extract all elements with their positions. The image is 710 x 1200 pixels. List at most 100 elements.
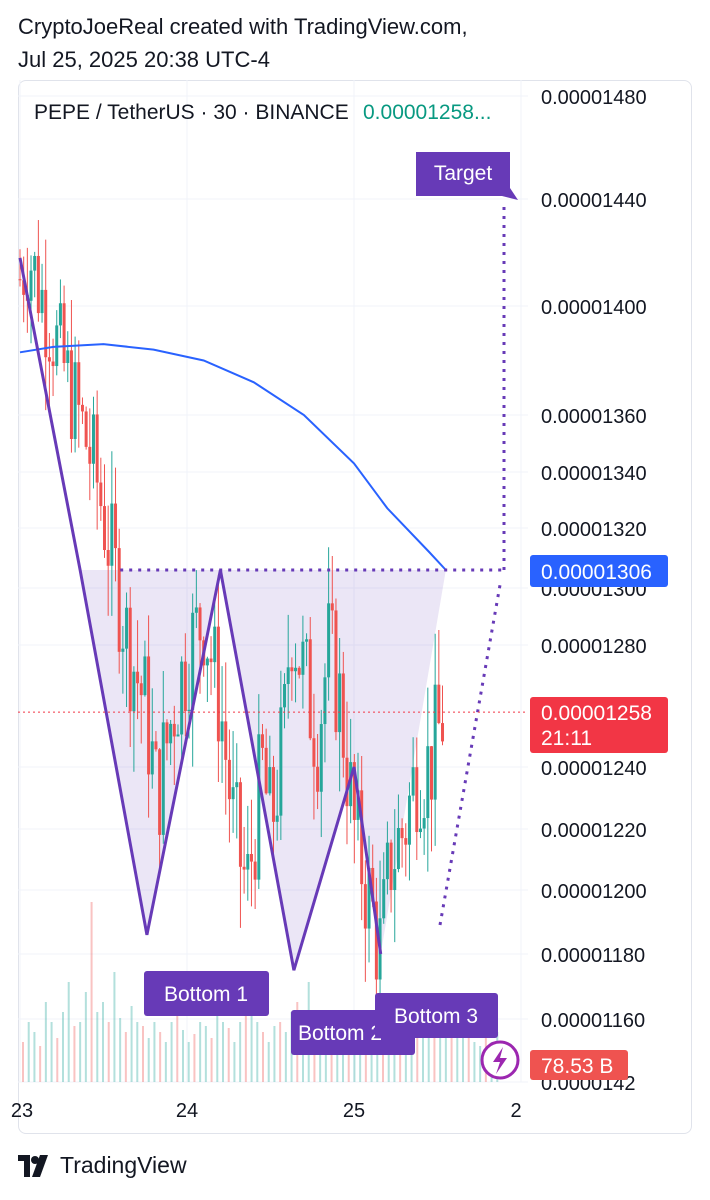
countdown-label: 21:11 (541, 727, 592, 750)
candle-body (264, 747, 268, 794)
candle-body (260, 734, 264, 748)
volume-bar (239, 1022, 242, 1082)
candle-body (150, 741, 154, 775)
volume-bar (267, 1042, 270, 1082)
last-price-label: 0.00001258 (541, 702, 652, 725)
candle-body (176, 734, 180, 737)
y-tick-label: 0.00001240 (541, 758, 647, 780)
candle-body (433, 684, 437, 800)
candle-body (275, 815, 279, 822)
volume-bar (233, 1042, 236, 1082)
x-tick-label: 24 (176, 1100, 198, 1122)
candle-body (88, 446, 92, 464)
volume-bar (473, 1042, 476, 1082)
volume-bar (187, 1042, 190, 1082)
candle-body (139, 683, 143, 696)
candle-body (73, 362, 77, 439)
grid-lines (18, 80, 528, 1083)
candle-body (114, 503, 118, 549)
volume-bar (147, 1038, 150, 1082)
volume-bar (262, 1032, 264, 1082)
volume-bar (222, 1022, 224, 1082)
candle-body (18, 279, 22, 281)
tradingview-watermark: TradingView (18, 1152, 187, 1179)
y-tick-label: 0.00001340 (541, 463, 647, 485)
candle-body (132, 671, 136, 712)
candle-body (227, 759, 231, 800)
candle-body (103, 506, 107, 550)
volume-bar (336, 1032, 339, 1082)
candle-body (249, 854, 253, 862)
candle-body (404, 838, 408, 845)
volume-bar (170, 1022, 173, 1082)
candle-body (272, 767, 276, 822)
candle-body (349, 762, 353, 807)
bottom1-callout: Bottom 1 (144, 971, 269, 1016)
y-tick-label: 0.00001320 (541, 519, 647, 541)
bottom1-label: Bottom 1 (164, 983, 248, 1006)
volume-bar (153, 1022, 156, 1082)
x-axis: 23 24 25 2 (11, 1100, 522, 1122)
x-tick-label: 25 (343, 1100, 365, 1122)
y-tick-label: 0.00001220 (541, 820, 647, 842)
volume-bar (410, 1032, 413, 1082)
candle-body (371, 867, 375, 902)
candle-body (297, 667, 301, 675)
publish-date: Jul 25, 2025 20:38 UTC-4 (18, 47, 270, 72)
candle-body (242, 866, 246, 870)
candle-body (323, 677, 327, 725)
publisher-line: CryptoJoeReal created with TradingView.c… (18, 14, 468, 39)
volume-bar (193, 1034, 196, 1082)
volume-bar (119, 1018, 122, 1082)
volume-bar (387, 1042, 390, 1082)
candle-body (117, 548, 121, 652)
candle-body (58, 303, 62, 326)
x-tick-label: 23 (11, 1100, 33, 1122)
chart-frame (18, 80, 692, 1134)
volume-bar (33, 1032, 36, 1082)
volume-bar (27, 1022, 30, 1082)
volume-bar (124, 1032, 127, 1082)
candle-body (411, 767, 415, 796)
breakout-projection (438, 584, 502, 926)
candle-body (77, 362, 81, 405)
volume-bar (273, 1026, 276, 1082)
volume-bar (393, 1038, 396, 1082)
candle-body (279, 707, 283, 816)
volume-bar (67, 982, 70, 1082)
candle-body (257, 734, 261, 880)
candle-body (84, 411, 88, 447)
candle-body (437, 684, 441, 724)
volume-bar (467, 1038, 470, 1082)
candle-body (352, 762, 356, 820)
bottom3-label: Bottom 3 (394, 1005, 478, 1028)
volume-bar (102, 1002, 104, 1082)
candle-body (125, 607, 129, 649)
candle-body (172, 723, 176, 737)
volume-bar (450, 1022, 453, 1082)
candle-body (382, 879, 386, 919)
volume-bar (216, 1012, 219, 1082)
candle-body (91, 414, 95, 464)
candle-body (40, 289, 44, 314)
volume-bar (456, 1032, 459, 1082)
candle-body (165, 722, 169, 744)
ma-price-label: 0.00001306 (541, 561, 652, 584)
volume-bar (204, 1026, 207, 1082)
candle-body (316, 766, 320, 792)
volume-bar (73, 1026, 76, 1082)
candle-body (224, 721, 228, 760)
volume-label: 78.53 B (541, 1055, 613, 1078)
candle-body (33, 255, 37, 271)
volume-bar (353, 1042, 356, 1082)
volume-bar (210, 1038, 213, 1082)
candle-body (426, 746, 430, 819)
volume-bar (244, 998, 247, 1082)
volume-bar (256, 1022, 259, 1082)
lightning-icon[interactable] (480, 1040, 520, 1080)
volume-bar (159, 1032, 162, 1082)
volume-bar (113, 972, 116, 1082)
candle-body (183, 661, 187, 711)
y-tick-label: 0.00001480 (541, 87, 647, 109)
